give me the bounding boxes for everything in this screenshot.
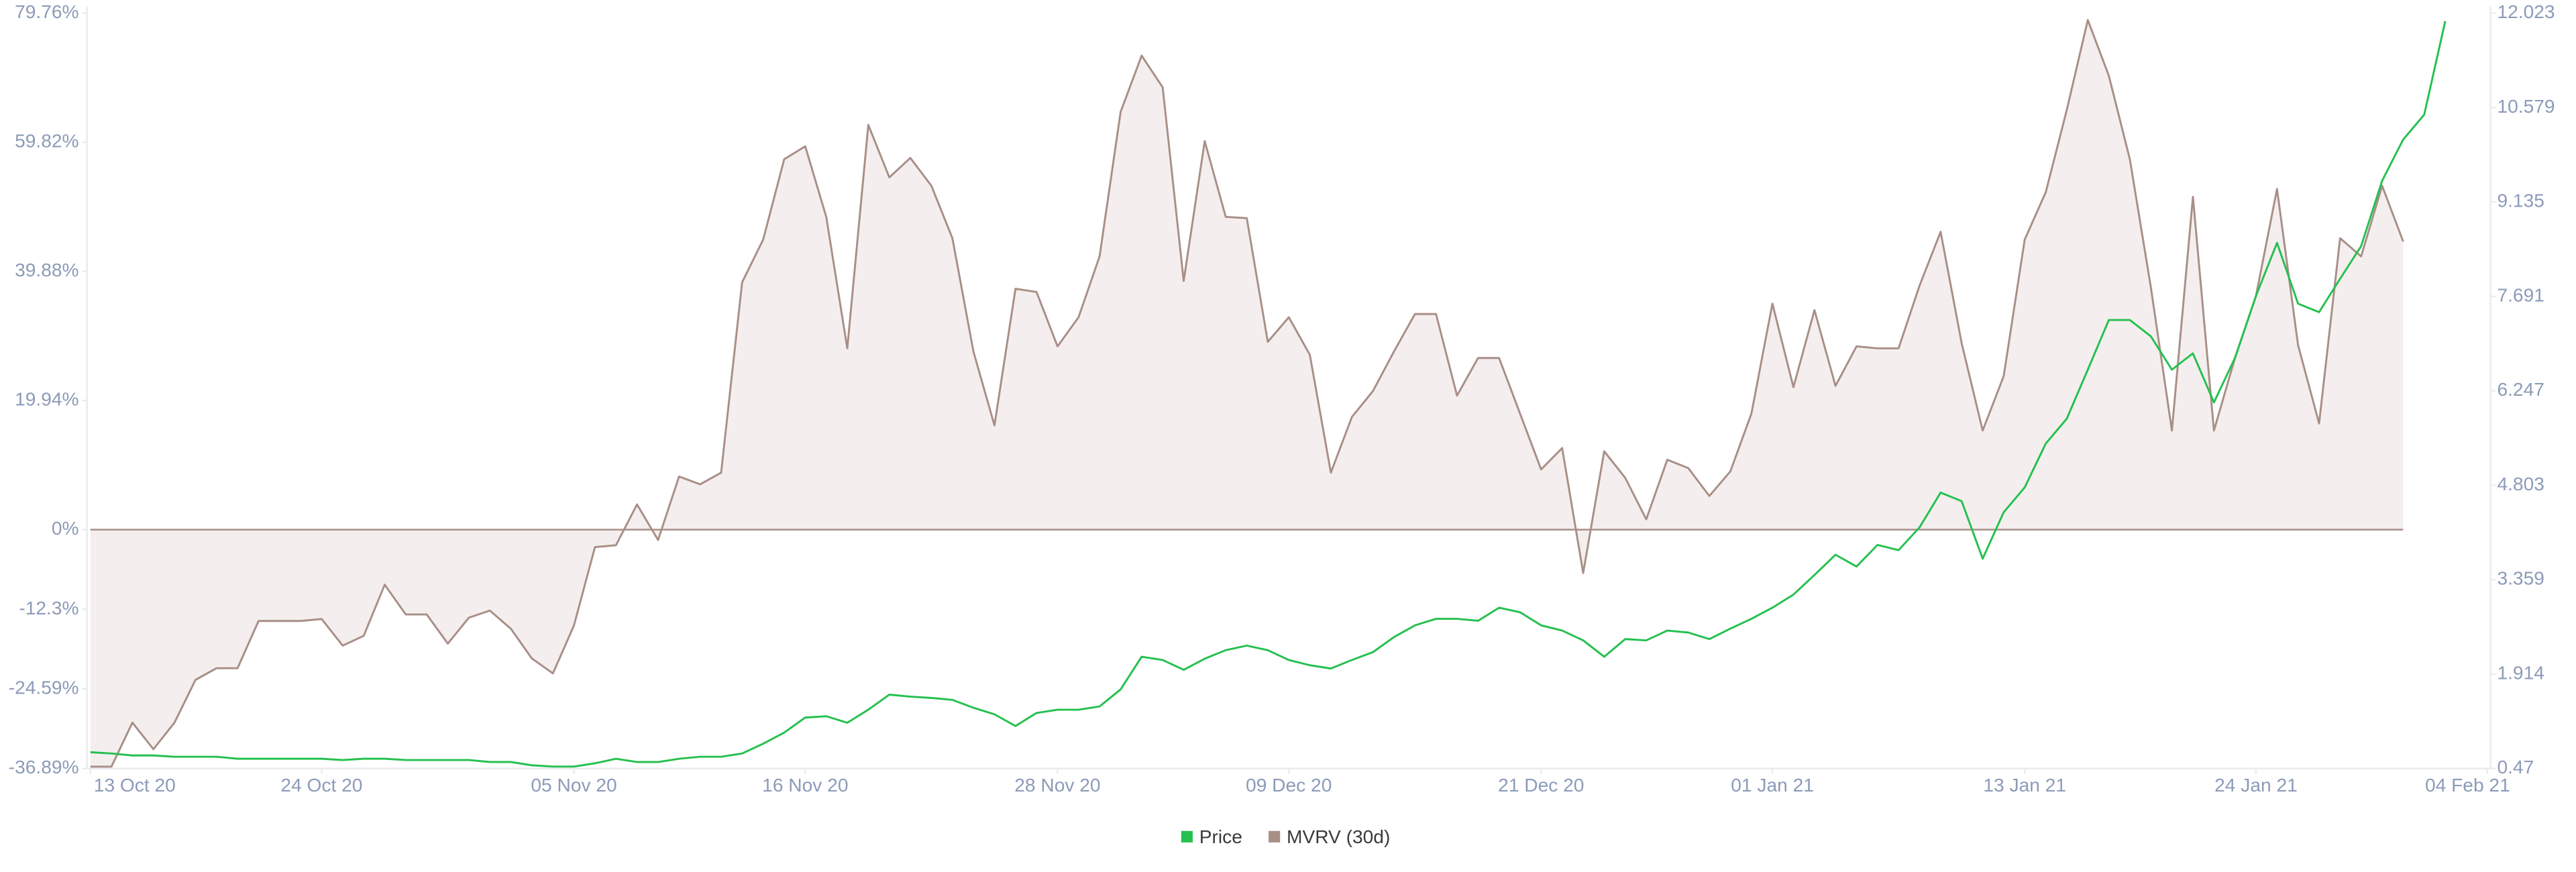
y-tick-label: 19.94% [15, 389, 78, 410]
y-tick-label: 0% [52, 518, 79, 539]
x-tick-label: 24 Oct 20 [280, 775, 362, 796]
x-tick-label: 01 Jan 21 [1731, 775, 1814, 796]
y2-tick-label: 1.914 [2497, 662, 2544, 683]
x-tick-label: 05 Nov 20 [531, 775, 616, 796]
legend-swatch [1181, 830, 1193, 842]
y-tick-label: -12.3% [19, 598, 78, 618]
y2-tick-label: 10.579 [2497, 96, 2555, 117]
y2-tick-label: 6.247 [2497, 379, 2544, 400]
y2-tick-label: 12.023 [2497, 1, 2555, 22]
y2-tick-label: 7.691 [2497, 284, 2544, 305]
x-tick-label: 16 Nov 20 [762, 775, 848, 796]
legend-label: MVRV (30d) [1287, 826, 1390, 847]
y-tick-label: 59.82% [15, 131, 78, 152]
y2-tick-label: 0.47 [2497, 757, 2534, 777]
y2-tick-label: 4.803 [2497, 474, 2544, 494]
legend-swatch [1269, 830, 1281, 842]
x-tick-label: 21 Dec 20 [1498, 775, 1584, 796]
series-line [90, 21, 2447, 768]
y2-tick-label: 3.359 [2497, 568, 2544, 589]
x-tick-label: 24 Jan 21 [2214, 775, 2298, 796]
series-line [90, 19, 2404, 768]
x-tick-label: 09 Dec 20 [1246, 775, 1332, 796]
x-tick-label: 13 Jan 21 [1983, 775, 2066, 796]
x-tick-label: 13 Oct 20 [94, 775, 176, 796]
y-tick-label: -24.59% [9, 677, 79, 698]
area-fill [90, 19, 2404, 767]
y-tick-label: 39.88% [15, 260, 78, 280]
y-tick-label: 79.76% [15, 1, 78, 22]
legend-label: Price [1199, 826, 1242, 847]
y-tick-label: -36.89% [9, 757, 79, 777]
x-tick-label: 04 Feb 21 [2425, 775, 2510, 796]
y2-tick-label: 9.135 [2497, 190, 2544, 211]
x-tick-label: 28 Nov 20 [1014, 775, 1100, 796]
